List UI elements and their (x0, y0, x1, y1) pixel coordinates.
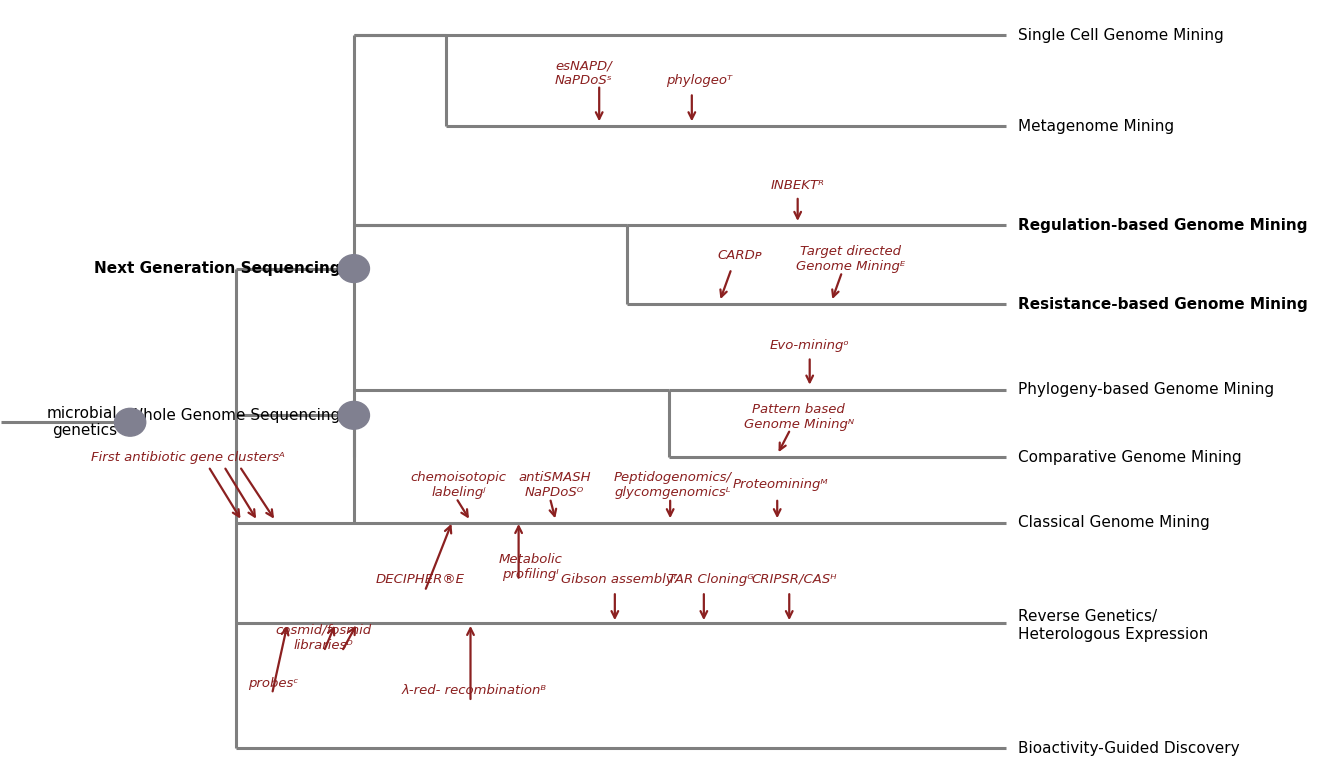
Text: CRIPSR/CASᴴ: CRIPSR/CASᴴ (752, 573, 837, 585)
Text: DECIPHER®E: DECIPHER®E (375, 573, 465, 585)
Text: Peptidogenomics/
glycomgenomicsᴸ: Peptidogenomics/ glycomgenomicsᴸ (614, 470, 732, 499)
Text: TAR Cloningᴳ: TAR Cloningᴳ (669, 573, 754, 585)
Text: Resistance-based Genome Mining: Resistance-based Genome Mining (1017, 297, 1307, 312)
Text: phylogeoᵀ: phylogeoᵀ (666, 74, 732, 87)
Text: First antibiotic gene clustersᴬ: First antibiotic gene clustersᴬ (91, 450, 284, 463)
Text: Evo-miningᵒ: Evo-miningᵒ (770, 339, 849, 352)
Text: Bioactivity-Guided Discovery: Bioactivity-Guided Discovery (1017, 741, 1239, 756)
Text: microbial
genetics: microbial genetics (47, 406, 117, 439)
Text: Metagenome Mining: Metagenome Mining (1017, 119, 1173, 134)
Text: Pattern based
Genome Miningᴺ: Pattern based Genome Miningᴺ (744, 403, 854, 431)
Text: Reverse Genetics/
Heterologous Expression: Reverse Genetics/ Heterologous Expressio… (1017, 609, 1208, 642)
Text: probesᶜ: probesᶜ (248, 677, 298, 690)
Ellipse shape (115, 408, 146, 436)
Ellipse shape (338, 255, 370, 282)
Text: cosmid/fosmid
librariesᴰ: cosmid/fosmid librariesᴰ (276, 624, 372, 652)
Text: Comparative Genome Mining: Comparative Genome Mining (1017, 449, 1242, 464)
Text: Classical Genome Mining: Classical Genome Mining (1017, 515, 1210, 530)
Text: Single Cell Genome Mining: Single Cell Genome Mining (1017, 28, 1224, 43)
Text: chemoisotopic
labelingʲ: chemoisotopic labelingʲ (410, 470, 506, 499)
Text: Gibson assemblyᶠ: Gibson assemblyᶠ (562, 573, 678, 585)
Ellipse shape (338, 401, 370, 429)
Text: λ-red- recombinationᴮ: λ-red- recombinationᴮ (402, 684, 546, 698)
Text: Phylogeny-based Genome Mining: Phylogeny-based Genome Mining (1017, 382, 1274, 398)
Text: antiSMASH
NaPDoSᴼ: antiSMASH NaPDoSᴼ (518, 470, 591, 499)
Text: Proteominingᴹ: Proteominingᴹ (733, 478, 829, 491)
Text: CARDᴘ: CARDᴘ (717, 249, 762, 262)
Text: INBEKTᴿ: INBEKTᴿ (770, 179, 825, 191)
Text: Regulation-based Genome Mining: Regulation-based Genome Mining (1017, 218, 1307, 232)
Text: Target directed
Genome Miningᴱ: Target directed Genome Miningᴱ (796, 245, 905, 273)
Text: Next Generation Sequencing: Next Generation Sequencing (93, 261, 340, 276)
Text: Metabolic
profilingᴵ: Metabolic profilingᴵ (499, 553, 562, 580)
Text: Whole Genome Sequencing: Whole Genome Sequencing (128, 408, 340, 423)
Text: esNAPD/
NaPDoSˢ: esNAPD/ NaPDoSˢ (554, 59, 613, 88)
